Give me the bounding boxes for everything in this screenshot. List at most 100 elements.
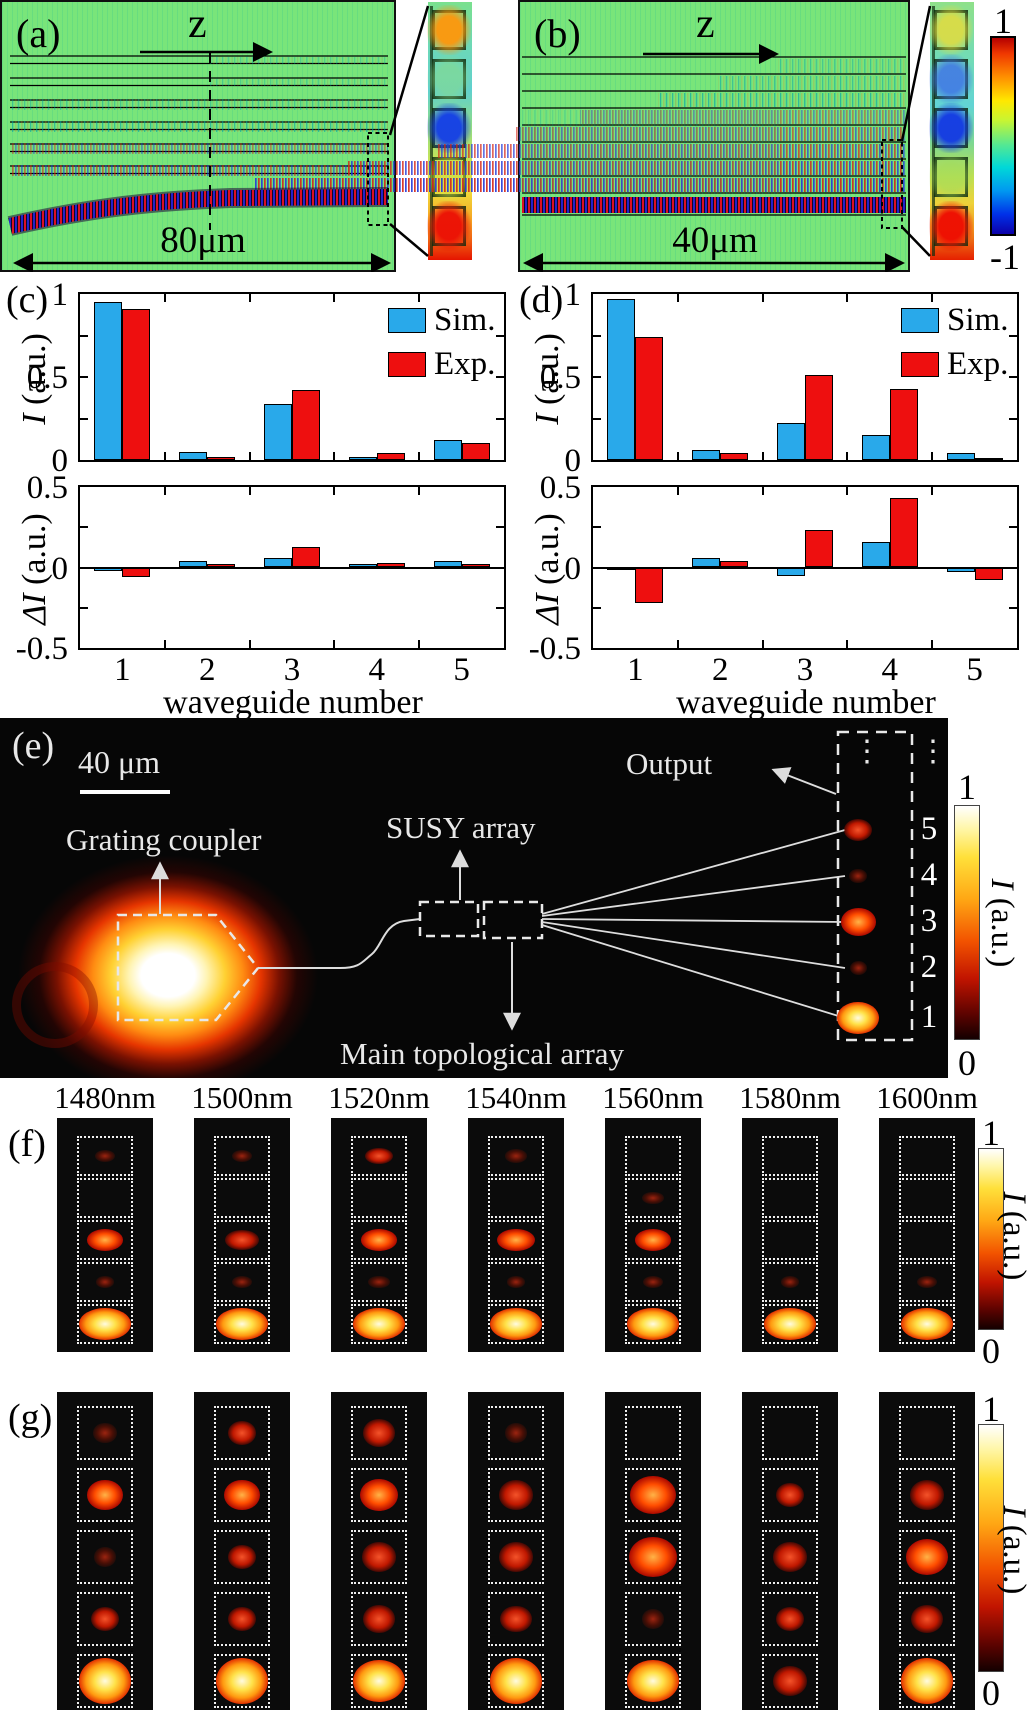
bar-exp-wg1 xyxy=(122,567,151,578)
inset-b-callout-line xyxy=(900,5,932,142)
y-tick xyxy=(1009,334,1017,337)
bar-exp-wg5 xyxy=(974,458,1003,461)
mode-field-blob xyxy=(929,152,973,202)
waveguide-box-3 xyxy=(77,1220,133,1260)
y-tick xyxy=(593,566,601,569)
light-spot xyxy=(498,1542,534,1572)
intensity-panel-1480nm xyxy=(57,1118,153,1352)
bar-sim-wg4 xyxy=(861,435,890,460)
waveguide-box-5 xyxy=(214,1136,270,1176)
x-tick xyxy=(418,294,421,302)
bar-sim-wg1 xyxy=(607,298,636,460)
y-tick xyxy=(80,417,88,420)
field-stripe-band xyxy=(522,110,780,194)
waveguide-box-3 xyxy=(762,1220,818,1260)
bar-sim-wg5 xyxy=(946,453,975,460)
bar-sim-wg3 xyxy=(264,403,292,460)
waveguide-box-5 xyxy=(77,1406,133,1460)
legend-label-exp: Exp. xyxy=(434,346,496,382)
bar-sim-wg1 xyxy=(94,302,123,460)
x-tick xyxy=(333,452,336,460)
waveguide-box-4 xyxy=(762,1178,818,1218)
y-tick-label: 0 xyxy=(564,550,582,587)
field-stripe-band xyxy=(12,99,388,110)
light-spot xyxy=(93,1422,117,1444)
waveguide-box-2 xyxy=(351,1262,407,1302)
light-spot xyxy=(630,1475,676,1515)
bar-exp-wg4 xyxy=(376,453,405,460)
x-tick xyxy=(163,452,166,460)
x-tick xyxy=(761,487,764,495)
field-stripe-band xyxy=(12,143,388,154)
x-tick xyxy=(163,640,166,648)
bar-exp-wg5 xyxy=(461,443,490,460)
waveguide-box-5 xyxy=(488,1136,544,1176)
light-spot xyxy=(362,1419,396,1447)
y-tick xyxy=(80,376,88,378)
intensity-panel-1560nm xyxy=(605,1392,701,1710)
panel-d-chart: (d) Sim. Exp. I (a.u.) ΔI (a.u.) waveguid… xyxy=(513,272,1027,721)
x-tick xyxy=(418,487,421,495)
waveguide-box-2 xyxy=(77,1262,133,1302)
field-stripe-band xyxy=(658,93,906,107)
x-tick xyxy=(846,487,849,495)
waveguide-box-4 xyxy=(625,1468,681,1522)
bar-sim-wg5 xyxy=(433,440,462,460)
waveguide-box-1 xyxy=(351,1304,407,1344)
row-g-colorbar xyxy=(978,1424,1004,1672)
output-spot-1 xyxy=(836,1001,880,1035)
scalebar-label: 40 μm xyxy=(78,744,161,780)
intensity-panel-1600nm xyxy=(879,1118,975,1352)
light-spot xyxy=(228,1545,256,1569)
inset-a-callout-line xyxy=(388,5,430,136)
light-spot xyxy=(216,1658,268,1704)
bar-sim-wg2 xyxy=(179,451,208,460)
light-spot xyxy=(775,1606,805,1632)
intensity-panel-1540nm xyxy=(468,1392,564,1710)
panel-a-tag: (a) xyxy=(16,11,61,56)
light-spot xyxy=(79,1658,131,1704)
light-spot xyxy=(496,1228,536,1252)
waveguide-box-3 xyxy=(625,1530,681,1584)
waveguide-box-2 xyxy=(625,1262,681,1302)
x-tick-label: 2 xyxy=(711,652,729,688)
fan-out-waveguide xyxy=(541,924,846,1019)
waveguide-box-1 xyxy=(214,1304,270,1344)
bar-exp-wg1 xyxy=(635,337,664,460)
waveguide-box-4 xyxy=(488,1178,544,1218)
legend-label-sim: Sim. xyxy=(947,302,1009,338)
output-label-arrow xyxy=(771,767,837,795)
intensity-panel-1580nm xyxy=(742,1118,838,1352)
output-spot-2 xyxy=(849,960,867,976)
x-tick xyxy=(163,294,166,302)
x-tick xyxy=(931,640,934,648)
panel-c-x-label: waveguide number xyxy=(163,684,423,721)
output-label: Output xyxy=(626,746,713,781)
light-spot xyxy=(86,1229,124,1251)
legend-swatch-sim xyxy=(388,308,426,333)
light-spot xyxy=(360,1229,398,1251)
panel-b-scale-label: 40μm xyxy=(672,220,758,261)
waveguide-box-3 xyxy=(351,1220,407,1260)
waveguide-box-5 xyxy=(625,1136,681,1176)
y-tick xyxy=(593,334,601,337)
light-spot xyxy=(364,1147,394,1165)
bar-sim-wg3 xyxy=(777,567,805,576)
waveguide-box-4 xyxy=(899,1178,955,1218)
x-tick xyxy=(418,452,421,460)
waveguide-box-3 xyxy=(899,1530,955,1584)
x-tick xyxy=(333,640,336,648)
panel-c-tag: (c) xyxy=(6,279,49,321)
grating-coupler-dashed-outline xyxy=(116,913,260,1022)
x-tick xyxy=(846,294,849,302)
light-spot xyxy=(231,1275,253,1289)
x-tick xyxy=(931,487,934,495)
row-g-colorbar-max: 1 xyxy=(982,1389,1000,1429)
light-spot xyxy=(780,1276,800,1288)
mode-field-blob xyxy=(427,152,471,202)
row-g-tag: (g) xyxy=(8,1397,53,1439)
legend-swatch-exp xyxy=(388,352,426,377)
y-tick xyxy=(1009,376,1017,378)
panel-a-scale-label: 80μm xyxy=(160,220,246,261)
